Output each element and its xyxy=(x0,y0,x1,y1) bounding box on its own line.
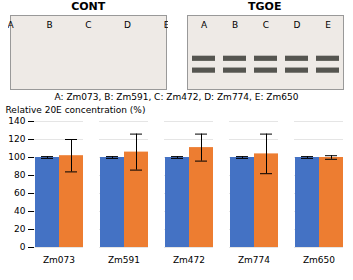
svg-text:Zm774: Zm774 xyxy=(238,255,270,265)
svg-text:A: A xyxy=(201,20,208,30)
svg-text:Relative 20E concentration (%): Relative 20E concentration (%) xyxy=(6,105,146,115)
svg-text:100: 100 xyxy=(8,152,25,162)
svg-text:D: D xyxy=(293,20,300,30)
svg-text:B: B xyxy=(47,20,53,30)
html-text:TGOE: TGOE xyxy=(248,0,282,13)
svg-text:D: D xyxy=(124,20,131,30)
svg-text:B: B xyxy=(232,20,238,30)
svg-text:80: 80 xyxy=(14,170,26,180)
svg-text:E: E xyxy=(164,20,168,30)
svg-text:140: 140 xyxy=(8,116,25,126)
html-text:CONT: CONT xyxy=(71,0,106,13)
svg-text:Zm073: Zm073 xyxy=(43,255,75,265)
svg-text:E: E xyxy=(325,20,331,30)
svg-text:Zm472: Zm472 xyxy=(173,255,205,265)
svg-text:C: C xyxy=(263,20,269,30)
svg-text:Zm650: Zm650 xyxy=(303,255,335,265)
svg-text:60: 60 xyxy=(14,188,26,198)
svg-text:120: 120 xyxy=(8,134,25,144)
svg-text:40: 40 xyxy=(14,206,26,216)
svg-text:A: A xyxy=(8,20,14,30)
svg-text:0: 0 xyxy=(20,242,26,252)
svg-text:20: 20 xyxy=(14,224,26,234)
svg-text:Zm591: Zm591 xyxy=(108,255,140,265)
html-text:A: Zm073, B: Zm591, C: Zm472,: A: Zm073, B: Zm591, C: Zm472, D: Zm774, … xyxy=(54,92,299,102)
svg-text:C: C xyxy=(86,20,92,30)
